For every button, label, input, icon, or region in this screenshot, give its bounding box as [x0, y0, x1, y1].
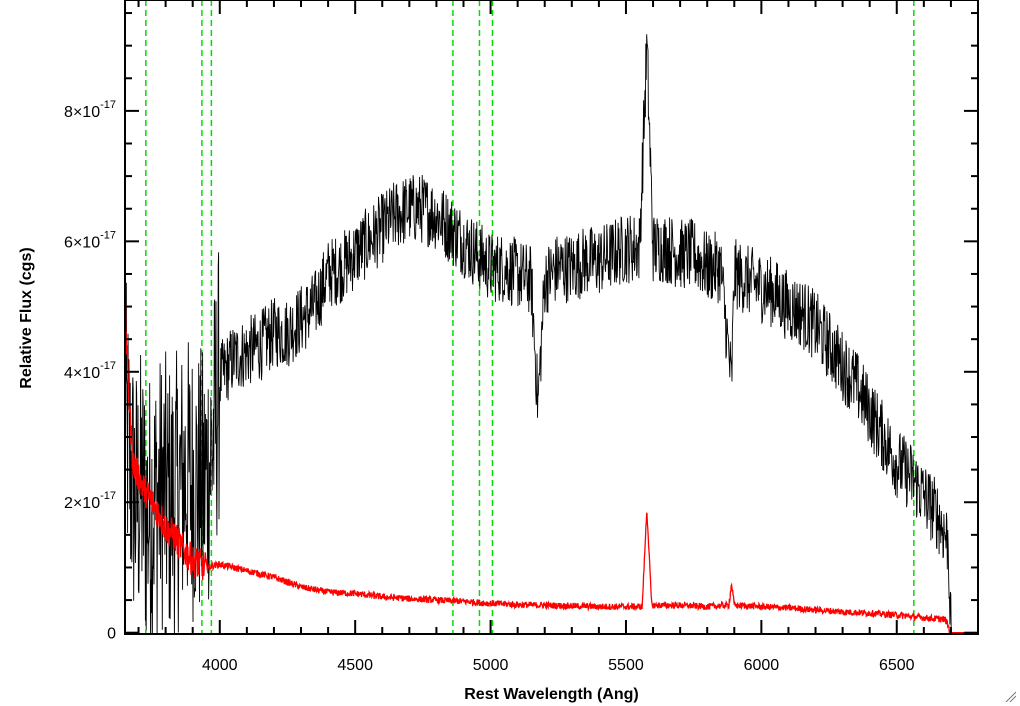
x-tick-label: 6000 [744, 657, 780, 674]
y-tick-label: 4×10-17 [64, 360, 116, 382]
axis-ticks [125, 0, 979, 634]
y-tick-label: 2×10-17 [64, 490, 116, 512]
x-tick-label: 6500 [879, 657, 915, 674]
x-tick-label: 5000 [473, 657, 509, 674]
series-line-2 [125, 300, 978, 634]
y-axis-title: Relative Flux (cgs) [18, 247, 35, 388]
reference-lines [145, 0, 915, 634]
x-tick-label: 4000 [202, 657, 238, 674]
x-axis-title: Rest Wavelength (Ang) [464, 686, 639, 703]
plot-frame [124, 0, 979, 635]
series-group [125, 34, 978, 634]
x-tick-label: 4500 [337, 657, 373, 674]
y-tick-label: 6×10-17 [64, 229, 116, 251]
y-tick-label: 8×10-17 [64, 99, 116, 121]
resize-grip-icon[interactable] [1004, 690, 1016, 702]
x-tick-labels: 4000 4500 5000 5500 6000 6500 [202, 657, 915, 674]
y-tick-label: 0 [107, 626, 116, 643]
series-line-1 [125, 34, 978, 634]
x-tick-label: 5500 [608, 657, 644, 674]
y-tick-labels: 0 2×10-17 4×10-17 6×10-17 8×10-17 [64, 99, 116, 643]
